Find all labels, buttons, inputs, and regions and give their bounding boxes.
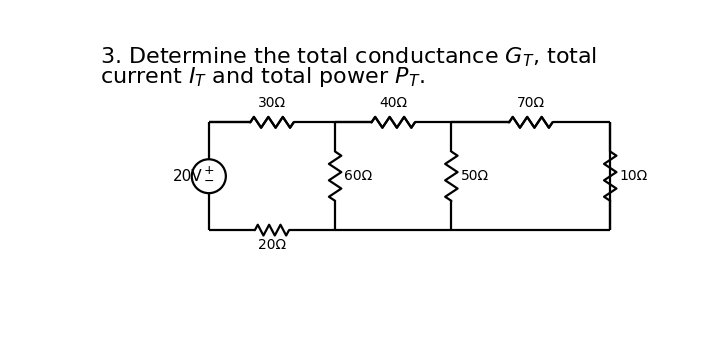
Text: current $I_T$ and total power $P_T$.: current $I_T$ and total power $P_T$.: [100, 65, 425, 89]
Text: 20V: 20V: [173, 169, 202, 184]
Text: 10Ω: 10Ω: [620, 169, 648, 183]
Text: 70Ω: 70Ω: [517, 96, 545, 110]
Text: 50Ω: 50Ω: [461, 169, 488, 183]
Text: 30Ω: 30Ω: [258, 96, 286, 110]
Text: +: +: [204, 164, 214, 177]
Text: 40Ω: 40Ω: [379, 96, 407, 110]
Text: −: −: [204, 175, 214, 188]
Text: 60Ω: 60Ω: [344, 169, 373, 183]
Text: 20Ω: 20Ω: [258, 238, 286, 252]
Text: 3. Determine the total conductance $G_T$, total: 3. Determine the total conductance $G_T$…: [100, 45, 598, 69]
